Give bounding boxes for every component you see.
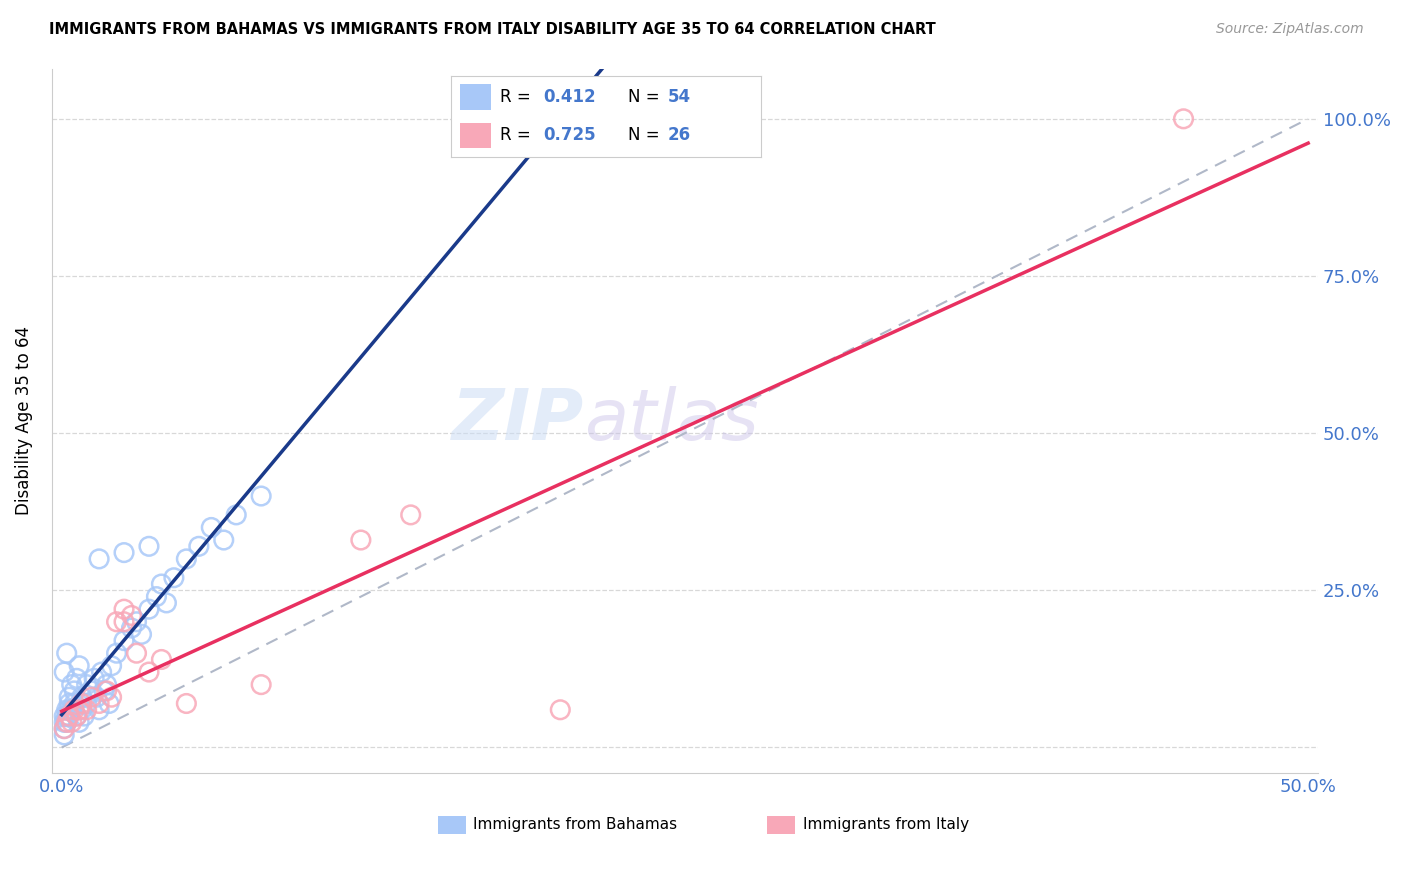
Point xyxy=(350,533,373,547)
Text: ZIP: ZIP xyxy=(451,386,583,455)
Point xyxy=(53,728,76,742)
Point xyxy=(58,697,80,711)
Point xyxy=(121,608,143,623)
Point xyxy=(67,658,90,673)
Point xyxy=(176,697,198,711)
Point xyxy=(53,709,76,723)
Point xyxy=(100,690,122,705)
Point xyxy=(96,684,118,698)
Point xyxy=(112,602,135,616)
Point xyxy=(53,715,76,730)
Point xyxy=(67,715,90,730)
Text: Immigrants from Bahamas: Immigrants from Bahamas xyxy=(474,817,678,832)
Point xyxy=(76,703,98,717)
Point xyxy=(83,671,105,685)
Point xyxy=(80,690,103,705)
Point xyxy=(145,590,167,604)
Point xyxy=(76,697,98,711)
Text: Source: ZipAtlas.com: Source: ZipAtlas.com xyxy=(1216,22,1364,37)
Text: IMMIGRANTS FROM BAHAMAS VS IMMIGRANTS FROM ITALY DISABILITY AGE 35 TO 64 CORRELA: IMMIGRANTS FROM BAHAMAS VS IMMIGRANTS FR… xyxy=(49,22,936,37)
Point xyxy=(112,633,135,648)
Point xyxy=(53,665,76,679)
Point xyxy=(138,602,160,616)
Point xyxy=(150,577,173,591)
Point xyxy=(87,697,110,711)
Point xyxy=(125,615,148,629)
Point xyxy=(63,684,86,698)
Point xyxy=(98,697,121,711)
Y-axis label: Disability Age 35 to 64: Disability Age 35 to 64 xyxy=(15,326,32,515)
Point xyxy=(70,690,93,705)
Point xyxy=(138,539,160,553)
Point xyxy=(112,615,135,629)
Bar xyxy=(439,816,465,834)
Bar xyxy=(768,816,796,834)
Point xyxy=(121,621,143,635)
Point xyxy=(58,703,80,717)
Point xyxy=(53,722,76,736)
Point xyxy=(67,703,90,717)
Point xyxy=(550,703,572,717)
Point xyxy=(163,571,186,585)
Point xyxy=(55,646,77,660)
Point xyxy=(250,489,273,503)
Point xyxy=(66,709,89,723)
Point xyxy=(1173,112,1195,126)
Point xyxy=(58,709,80,723)
Point xyxy=(93,684,115,698)
Point xyxy=(55,703,77,717)
Point xyxy=(63,697,86,711)
Point xyxy=(55,715,77,730)
Point xyxy=(66,671,89,685)
Point xyxy=(250,678,273,692)
Point xyxy=(155,596,177,610)
Point xyxy=(70,703,93,717)
Point xyxy=(86,690,108,705)
Point xyxy=(399,508,422,522)
Point xyxy=(60,715,83,730)
Point xyxy=(212,533,235,547)
Point xyxy=(66,709,89,723)
Point xyxy=(150,652,173,666)
Text: Immigrants from Italy: Immigrants from Italy xyxy=(803,817,969,832)
Point xyxy=(112,546,135,560)
Point xyxy=(176,552,198,566)
Point xyxy=(58,709,80,723)
Point xyxy=(225,508,247,522)
Point xyxy=(105,646,128,660)
Point xyxy=(125,646,148,660)
Point xyxy=(76,678,98,692)
Point xyxy=(60,678,83,692)
Point xyxy=(55,709,77,723)
Point xyxy=(53,722,76,736)
Point xyxy=(131,627,153,641)
Point xyxy=(80,684,103,698)
Point xyxy=(87,703,110,717)
Point xyxy=(200,520,222,534)
Point xyxy=(100,658,122,673)
Point xyxy=(96,678,118,692)
Point xyxy=(105,615,128,629)
Point xyxy=(63,703,86,717)
Point xyxy=(187,539,209,553)
Point xyxy=(60,703,83,717)
Point xyxy=(90,665,112,679)
Point xyxy=(73,709,96,723)
Point xyxy=(138,665,160,679)
Point xyxy=(55,715,77,730)
Point xyxy=(58,690,80,705)
Point xyxy=(70,697,93,711)
Text: atlas: atlas xyxy=(583,386,758,455)
Point xyxy=(87,552,110,566)
